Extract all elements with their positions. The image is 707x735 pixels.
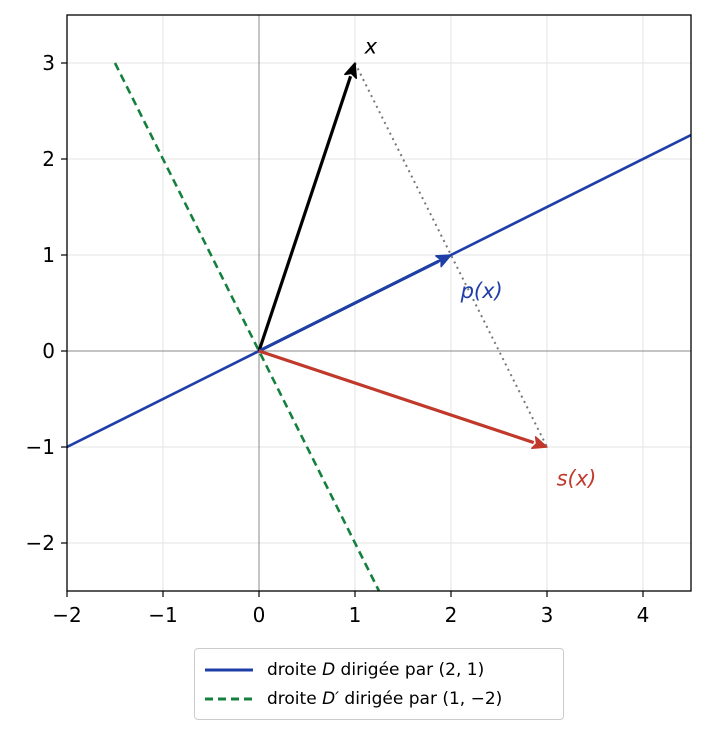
legend-item-line-d-prime: droite D′ dirigée par (1, −2): [205, 684, 553, 713]
vector-head-px: [435, 254, 452, 268]
vector-px: [258, 259, 440, 353]
legend-label-line-d: droite D dirigée par (2, 1): [267, 659, 485, 680]
legend-swatch-solid-blue: [205, 663, 253, 677]
annotations-layer: x p(x) s(x): [364, 34, 597, 490]
lines-layer: [67, 62, 691, 591]
plot-frame: [66, 14, 692, 592]
vector-sx: [258, 349, 535, 445]
x-tick-label: −2: [52, 603, 81, 627]
y-tick-label: 0: [42, 339, 55, 363]
legend: droite D dirigée par (2, 1) droite D′ di…: [194, 648, 564, 720]
line-d-prime: [113, 62, 381, 591]
x-tick-label: 0: [253, 603, 266, 627]
y-tick-label: 3: [42, 51, 55, 75]
y-tick-label: −1: [26, 435, 55, 459]
x-tick-label: 1: [349, 603, 362, 627]
x-tick-label: 3: [541, 603, 554, 627]
vectors-layer: [257, 62, 548, 450]
legend-item-line-d: droite D dirigée par (2, 1): [205, 655, 553, 684]
annotation-x: x: [364, 34, 378, 58]
y-axis-ticks: −2 −1 0 1 2 3: [26, 51, 67, 555]
annotation-px: p(x): [460, 279, 503, 303]
y-tick-label: 2: [42, 147, 55, 171]
grid-lines: [66, 15, 691, 591]
x-tick-label: −1: [148, 603, 177, 627]
vector-head-sx: [531, 436, 548, 450]
chart-plot: x p(x) s(x) −2 −1 0 1 2 3 4 −2 −1 0 1 2 3: [26, 14, 692, 627]
x-tick-label: 4: [637, 603, 650, 627]
y-tick-label: −2: [26, 531, 55, 555]
annotation-sx: s(x): [557, 466, 597, 490]
x-tick-label: 2: [445, 603, 458, 627]
x-axis-ticks: −2 −1 0 1 2 3 4: [52, 591, 649, 627]
legend-label-line-d-prime: droite D′ dirigée par (1, −2): [267, 688, 503, 709]
y-tick-label: 1: [42, 243, 55, 267]
legend-swatch-dashed-green: [205, 692, 253, 706]
vector-head-x: [344, 62, 358, 79]
zero-axes: [67, 15, 691, 591]
vector-x: [257, 75, 353, 352]
